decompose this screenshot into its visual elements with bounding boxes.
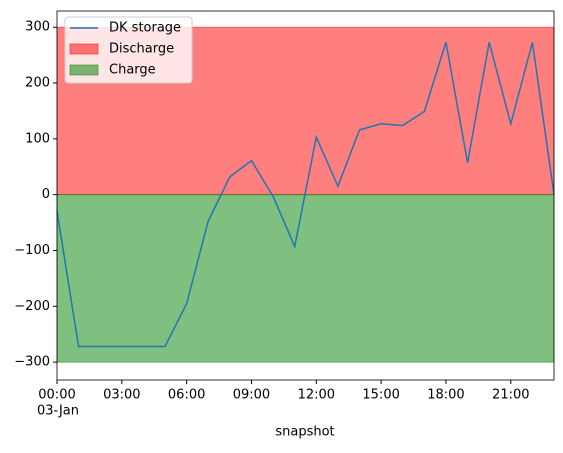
x-tick-label: 09:00	[233, 388, 270, 403]
x-tick-label: 03:00	[103, 388, 140, 403]
x-tick-label: 15:00	[362, 388, 399, 403]
legend-label: Discharge	[109, 42, 174, 57]
legend: DK storage Discharge Charge	[64, 16, 193, 84]
line	[56, 42, 555, 348]
legend-label: DK storage	[109, 21, 181, 36]
area	[56, 194, 555, 363]
y-tick-label: −300	[14, 355, 50, 370]
y-tick-label: −100	[14, 243, 50, 258]
x-tick-label: 00:00	[38, 388, 75, 403]
legend-swatch	[69, 43, 99, 55]
y-tick-label: 200	[25, 76, 50, 91]
legend-swatch	[69, 64, 99, 76]
x-tick-label: 12:00	[298, 388, 335, 403]
y-tick-label: 100	[25, 131, 50, 146]
x-axis-label: snapshot	[275, 425, 334, 440]
x-tick-label: 18:00	[427, 388, 464, 403]
plot-frame	[56, 10, 555, 381]
y-tick-label: −200	[14, 299, 50, 314]
x-tick-label: 21:00	[492, 388, 529, 403]
legend-label: Charge	[109, 63, 156, 78]
y-tick-label: 300	[25, 20, 50, 35]
x-date-label: 03-Jan	[37, 404, 79, 419]
x-tick-label: 06:00	[168, 388, 205, 403]
y-tick-label: 0	[42, 187, 50, 202]
